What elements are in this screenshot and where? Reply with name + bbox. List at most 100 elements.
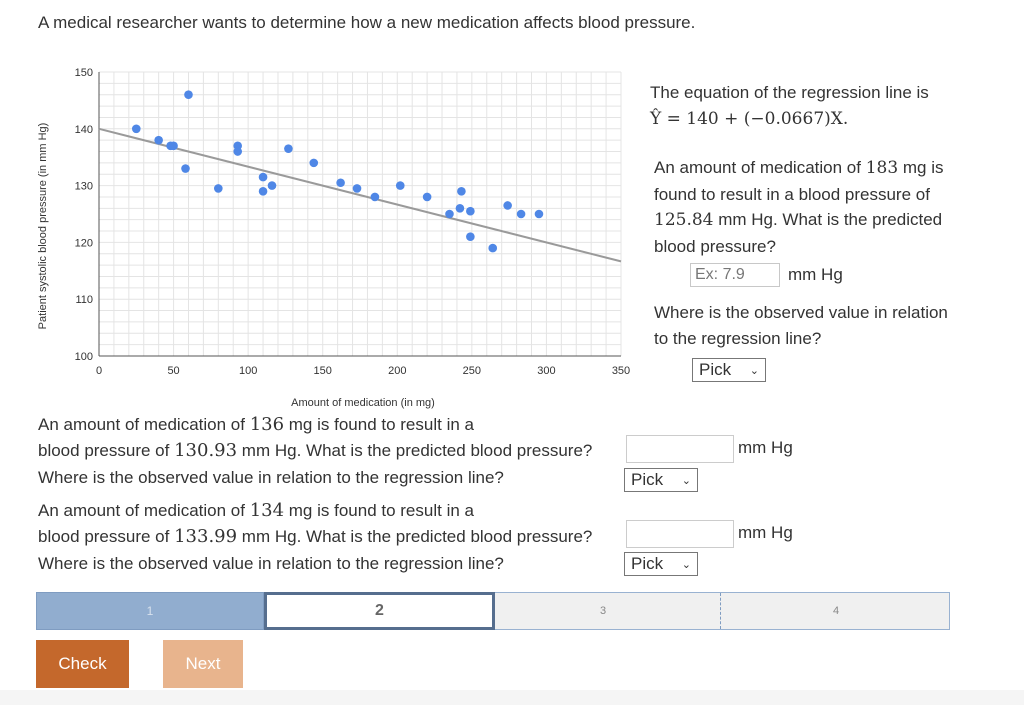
- q3-text-1: An amount of medication of: [38, 501, 250, 520]
- chevron-down-icon: ⌄: [749, 364, 759, 377]
- check-button[interactable]: Check: [36, 640, 129, 688]
- y-tick-label: 100: [75, 351, 93, 363]
- q2-text-2: mg is found to result in a: [284, 415, 474, 434]
- progress-level-3: 3: [600, 605, 607, 617]
- x-tick-label: 150: [314, 365, 332, 377]
- data-point: [181, 164, 190, 173]
- x-tick-label: 200: [388, 365, 406, 377]
- q3-line-1: An amount of medication of 134 mg is fou…: [38, 500, 474, 521]
- q3-text-2: mg is found to result in a: [284, 501, 474, 520]
- data-point: [336, 178, 345, 188]
- data-point: [184, 90, 193, 100]
- y-tick-label: 120: [75, 237, 93, 249]
- data-point: [154, 135, 163, 145]
- data-point: [445, 209, 454, 219]
- chart-grid: [98, 71, 622, 357]
- data-point: [455, 204, 465, 213]
- data-point: [370, 192, 380, 202]
- data-point: [131, 124, 141, 134]
- q2-text-1: An amount of medication of: [38, 415, 250, 434]
- data-point: [488, 243, 498, 253]
- y-tick-label: 140: [75, 124, 93, 136]
- data-point: [503, 201, 512, 210]
- q1-medication: 183: [865, 158, 899, 178]
- next-button[interactable]: Next: [163, 640, 243, 688]
- level-progress: 1 2 3 4: [36, 592, 950, 630]
- data-point: [466, 232, 475, 242]
- y-tick-label: 130: [75, 181, 93, 193]
- q2-text-4: mm Hg. What is the predicted blood press…: [237, 441, 593, 460]
- chevron-down-icon: ⌄: [681, 474, 691, 487]
- q3-answer-input[interactable]: [626, 520, 734, 548]
- q3-medication: 134: [249, 500, 285, 521]
- q3-text-3: blood pressure of: [38, 527, 175, 546]
- q3-position-select-value: Pick: [631, 554, 664, 573]
- problem-intro: A medical researcher wants to determine …: [38, 13, 696, 32]
- data-point: [267, 181, 277, 190]
- y-tick-label: 150: [75, 67, 93, 79]
- q3-text-4: mm Hg. What is the predicted blood press…: [237, 527, 593, 546]
- chart-points: [131, 90, 544, 253]
- q1-position-select-value: Pick: [699, 360, 732, 379]
- q1-observed: 125.84: [654, 210, 714, 230]
- x-tick-label: 50: [167, 365, 179, 377]
- regression-equation: Ŷ = 140 + (−0.0667)X.: [650, 109, 849, 129]
- q2-text-3: blood pressure of: [38, 441, 175, 460]
- data-point: [466, 206, 475, 216]
- data-point: [422, 192, 432, 202]
- regression-equation-block: The equation of the regression line is Ŷ…: [650, 80, 950, 132]
- q3-position-select[interactable]: Pick ⌄: [624, 552, 698, 576]
- data-point: [258, 186, 268, 196]
- q1-text-3: mm Hg. What is the predicted blood press…: [654, 210, 943, 256]
- x-tick-label: 100: [239, 365, 257, 377]
- data-point: [457, 186, 466, 196]
- q2-line-2: blood pressure of 130.93 mm Hg. What is …: [38, 440, 592, 461]
- q3-observed: 133.99: [174, 526, 238, 547]
- progress-level-4: 4: [833, 605, 840, 617]
- q3-line-2: blood pressure of 133.99 mm Hg. What is …: [38, 526, 592, 547]
- q2-position-select[interactable]: Pick ⌄: [624, 468, 698, 492]
- q3-unit: mm Hg: [738, 523, 793, 542]
- data-point: [534, 209, 544, 219]
- x-tick-label: 250: [463, 365, 481, 377]
- regression-line: [98, 127, 622, 263]
- chart-axes: [98, 72, 621, 357]
- data-point: [309, 158, 319, 168]
- q2-line-3: Where is the observed value in relation …: [38, 468, 504, 487]
- page-bottom-edge: [0, 690, 1024, 705]
- y-axis-label: Patient systolic blood pressure (in mm H…: [37, 123, 49, 330]
- q2-line-1: An amount of medication of 136 mg is fou…: [38, 414, 474, 435]
- data-point: [233, 147, 243, 156]
- q1-text-1: An amount of medication of: [654, 158, 866, 177]
- data-point: [258, 172, 268, 182]
- progress-levels-remaining: 3 4: [495, 592, 950, 630]
- data-point: [395, 181, 405, 190]
- equation-lead: The equation of the regression line is: [650, 83, 929, 102]
- data-point: [516, 209, 526, 219]
- data-point: [214, 184, 223, 193]
- y-tick-label: 110: [75, 294, 93, 306]
- chart-ticks: 0 50 100 150 200 250 300 350 100 110 120 130 140 150: [75, 67, 630, 377]
- q2-observed: 130.93: [174, 440, 238, 461]
- x-tick-label: 300: [537, 365, 555, 377]
- x-axis-label: Amount of medication (in mg): [291, 397, 435, 409]
- x-tick-label: 350: [612, 365, 630, 377]
- data-point: [169, 141, 178, 151]
- q1-position-select[interactable]: Pick ⌄: [692, 358, 766, 382]
- scatter-plot: 0 50 100 150 200 250 300 350100110120130140150 …: [37, 67, 630, 409]
- q2-medication: 136: [249, 414, 285, 435]
- q2-position-select-value: Pick: [631, 470, 664, 489]
- q1-unit: mm Hg: [788, 265, 843, 284]
- x-tick-label: 0: [96, 365, 102, 377]
- data-point: [284, 144, 293, 153]
- q1-text-2: mg is found to result in a blood pressur…: [654, 158, 944, 204]
- progress-divider: [720, 593, 721, 629]
- progress-level-1[interactable]: 1: [36, 592, 264, 630]
- question-1: An amount of medication of 183 mg is fou…: [654, 155, 954, 288]
- q2-unit: mm Hg: [738, 438, 793, 457]
- chevron-down-icon: ⌄: [681, 558, 691, 571]
- progress-level-2[interactable]: 2: [264, 592, 495, 630]
- q3-line-3: Where is the observed value in relation …: [38, 554, 504, 573]
- q2-answer-input[interactable]: [626, 435, 734, 463]
- q1-answer-input[interactable]: [690, 262, 780, 287]
